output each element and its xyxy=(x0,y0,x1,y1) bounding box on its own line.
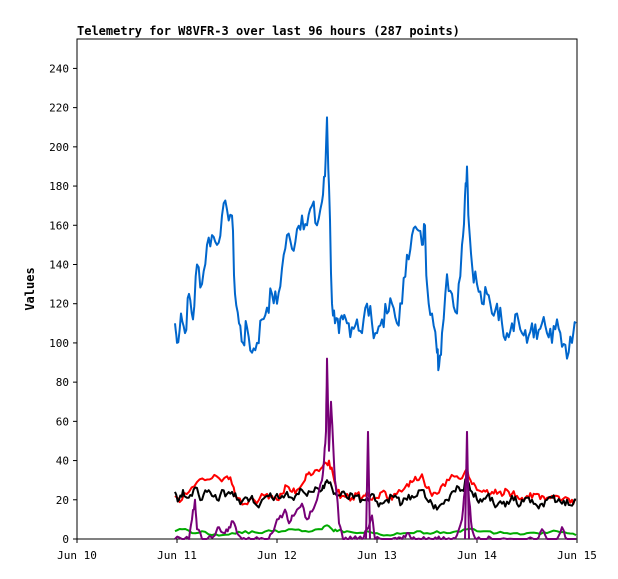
series-spike xyxy=(464,431,470,540)
y-tick-label: 20 xyxy=(56,494,69,507)
y-tick-label: 120 xyxy=(49,298,69,311)
series-line-3 xyxy=(174,478,577,511)
y-tick-label: 140 xyxy=(49,258,69,271)
plot-frame xyxy=(76,38,578,540)
y-tick-label: 200 xyxy=(49,141,69,154)
x-tick-label: Jun 12 xyxy=(257,549,297,562)
series-line-2 xyxy=(174,459,577,506)
y-axis-label: Values xyxy=(23,267,37,310)
y-axis: 0 20 40 60 80 100 120 140 160 180 200 220 240 xyxy=(49,62,77,546)
x-axis: Jun 10 Jun 11 Jun 12 Jun 13 Jun 14 Jun 15 xyxy=(57,539,597,562)
y-tick-label: 80 xyxy=(56,376,69,389)
y-tick-label: 100 xyxy=(49,337,69,350)
series-line-5 xyxy=(174,357,576,540)
y-tick-label: 220 xyxy=(49,102,69,115)
y-tick-label: 180 xyxy=(49,180,69,193)
y-tick-label: 0 xyxy=(62,533,69,546)
x-tick-label: Jun 13 xyxy=(357,549,397,562)
x-tick-label: Jun 14 xyxy=(457,549,497,562)
x-tick-label: Jun 10 xyxy=(57,549,97,562)
x-tick-label: Jun 11 xyxy=(157,549,197,562)
series-line-1 xyxy=(174,116,577,372)
chart-title: Telemetry for W8VFR-3 over last 96 hours… xyxy=(77,24,460,38)
y-tick-label: 160 xyxy=(49,219,69,232)
series-lines xyxy=(174,116,577,540)
y-tick-label: 240 xyxy=(49,62,69,75)
y-tick-label: 40 xyxy=(56,455,69,468)
x-tick-label: Jun 15 xyxy=(557,549,597,562)
series-spike xyxy=(365,431,371,540)
y-tick-label: 60 xyxy=(56,415,69,428)
